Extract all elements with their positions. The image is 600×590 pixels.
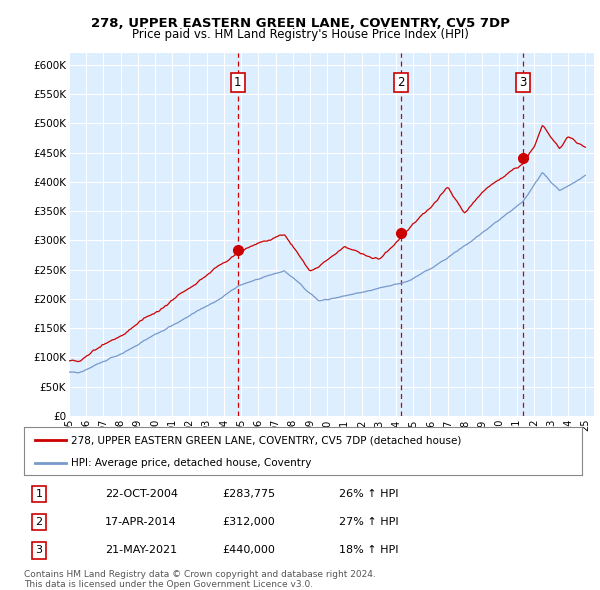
Text: 1: 1 xyxy=(234,76,242,89)
Text: 278, UPPER EASTERN GREEN LANE, COVENTRY, CV5 7DP (detached house): 278, UPPER EASTERN GREEN LANE, COVENTRY,… xyxy=(71,435,462,445)
Text: 2: 2 xyxy=(397,76,405,89)
Text: 3: 3 xyxy=(520,76,527,89)
Text: 18% ↑ HPI: 18% ↑ HPI xyxy=(339,546,398,555)
Text: 1: 1 xyxy=(35,489,43,499)
Text: 278, UPPER EASTERN GREEN LANE, COVENTRY, CV5 7DP: 278, UPPER EASTERN GREEN LANE, COVENTRY,… xyxy=(91,17,509,30)
Text: 17-APR-2014: 17-APR-2014 xyxy=(105,517,177,527)
Text: £312,000: £312,000 xyxy=(222,517,275,527)
Text: Price paid vs. HM Land Registry's House Price Index (HPI): Price paid vs. HM Land Registry's House … xyxy=(131,28,469,41)
Text: 3: 3 xyxy=(35,546,43,555)
Text: £283,775: £283,775 xyxy=(222,489,275,499)
Text: This data is licensed under the Open Government Licence v3.0.: This data is licensed under the Open Gov… xyxy=(24,579,313,589)
Text: 27% ↑ HPI: 27% ↑ HPI xyxy=(339,517,398,527)
Text: 21-MAY-2021: 21-MAY-2021 xyxy=(105,546,177,555)
Text: Contains HM Land Registry data © Crown copyright and database right 2024.: Contains HM Land Registry data © Crown c… xyxy=(24,570,376,579)
Text: 2: 2 xyxy=(35,517,43,527)
Text: 26% ↑ HPI: 26% ↑ HPI xyxy=(339,489,398,499)
Text: HPI: Average price, detached house, Coventry: HPI: Average price, detached house, Cove… xyxy=(71,458,312,468)
Text: 22-OCT-2004: 22-OCT-2004 xyxy=(105,489,178,499)
Text: £440,000: £440,000 xyxy=(222,546,275,555)
